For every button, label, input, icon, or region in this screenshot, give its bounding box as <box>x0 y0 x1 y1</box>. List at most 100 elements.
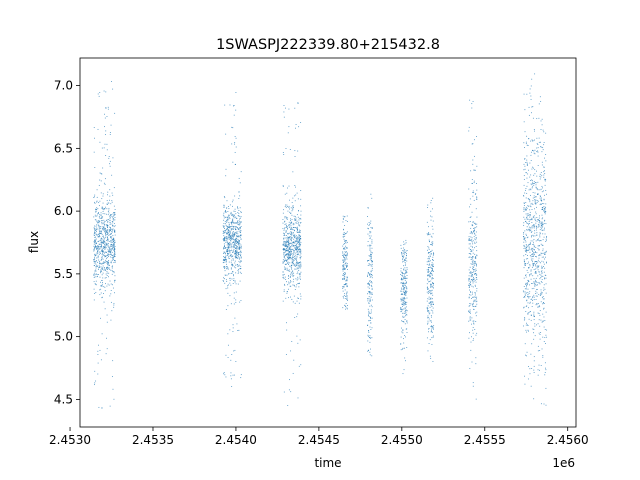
data-point <box>404 311 406 312</box>
data-point <box>403 287 405 289</box>
data-point <box>103 252 105 254</box>
data-point <box>107 262 109 264</box>
data-point <box>535 203 537 204</box>
data-point <box>537 224 539 226</box>
data-point <box>369 237 371 239</box>
data-point <box>526 286 527 288</box>
data-point <box>234 242 236 244</box>
data-point <box>289 249 291 250</box>
data-point <box>369 300 371 302</box>
data-point <box>370 263 372 265</box>
data-point <box>231 272 233 274</box>
data-point <box>542 275 544 277</box>
data-point <box>288 269 290 271</box>
data-point <box>102 250 104 252</box>
data-point <box>113 238 115 240</box>
data-point <box>226 228 228 230</box>
data-point <box>93 261 95 262</box>
data-point <box>225 223 226 225</box>
data-point <box>289 285 291 287</box>
data-point <box>98 212 99 213</box>
data-point <box>113 271 115 272</box>
data-point <box>240 238 242 240</box>
data-point <box>535 271 537 272</box>
data-point <box>469 256 471 258</box>
data-point <box>528 247 530 249</box>
data-point <box>346 283 348 285</box>
data-point <box>470 276 472 278</box>
data-point <box>403 298 405 299</box>
data-point <box>541 224 543 226</box>
data-point <box>544 173 546 175</box>
data-point <box>543 266 544 267</box>
data-point <box>535 265 536 267</box>
data-point <box>295 262 297 264</box>
data-point <box>532 225 534 226</box>
data-point <box>99 266 101 268</box>
data-point <box>535 304 537 306</box>
data-point <box>475 398 477 400</box>
data-point <box>468 297 470 299</box>
data-point <box>404 307 406 309</box>
data-point <box>234 151 236 153</box>
data-point <box>113 205 115 207</box>
data-point <box>107 248 109 250</box>
data-point <box>93 243 95 245</box>
data-point <box>545 334 547 336</box>
data-point <box>427 288 429 290</box>
data-point <box>524 264 526 266</box>
data-point <box>106 260 108 262</box>
data-point <box>538 261 540 263</box>
data-point <box>541 282 543 283</box>
data-point <box>106 272 108 274</box>
data-point <box>471 260 473 262</box>
data-point <box>291 240 292 242</box>
data-point <box>539 232 541 234</box>
data-point <box>110 260 112 262</box>
data-point <box>406 314 408 316</box>
data-point <box>400 349 402 351</box>
data-point <box>471 317 473 319</box>
data-point <box>100 214 102 216</box>
data-point <box>427 246 429 248</box>
data-point <box>474 193 476 195</box>
data-point <box>403 369 405 371</box>
data-point <box>534 249 535 251</box>
data-point <box>526 234 527 236</box>
data-point <box>543 190 544 192</box>
data-point <box>531 219 533 221</box>
data-point <box>240 257 242 259</box>
data-point <box>535 264 537 266</box>
data-point <box>114 261 116 263</box>
data-point <box>369 319 371 321</box>
data-point <box>403 269 405 271</box>
data-point <box>107 253 109 255</box>
data-point <box>224 230 226 232</box>
data-point <box>346 298 348 300</box>
data-point <box>290 350 292 352</box>
data-point <box>238 265 240 267</box>
data-point <box>235 267 237 269</box>
data-point <box>537 259 539 261</box>
data-point <box>109 219 111 221</box>
data-point <box>227 333 229 335</box>
data-point <box>543 209 545 211</box>
data-point <box>432 268 433 270</box>
data-point <box>287 261 289 263</box>
data-point <box>114 231 116 233</box>
data-point <box>285 250 287 252</box>
data-point <box>292 261 293 263</box>
data-point <box>105 107 107 109</box>
data-point <box>472 275 474 277</box>
data-point <box>298 235 300 237</box>
data-point <box>528 226 530 228</box>
data-point <box>540 222 542 224</box>
data-point <box>227 357 229 358</box>
data-point <box>292 209 294 211</box>
data-point <box>293 235 295 237</box>
data-point <box>239 217 241 219</box>
data-point <box>292 205 294 207</box>
data-point <box>113 249 115 251</box>
data-point <box>101 206 103 208</box>
data-point <box>290 281 292 283</box>
